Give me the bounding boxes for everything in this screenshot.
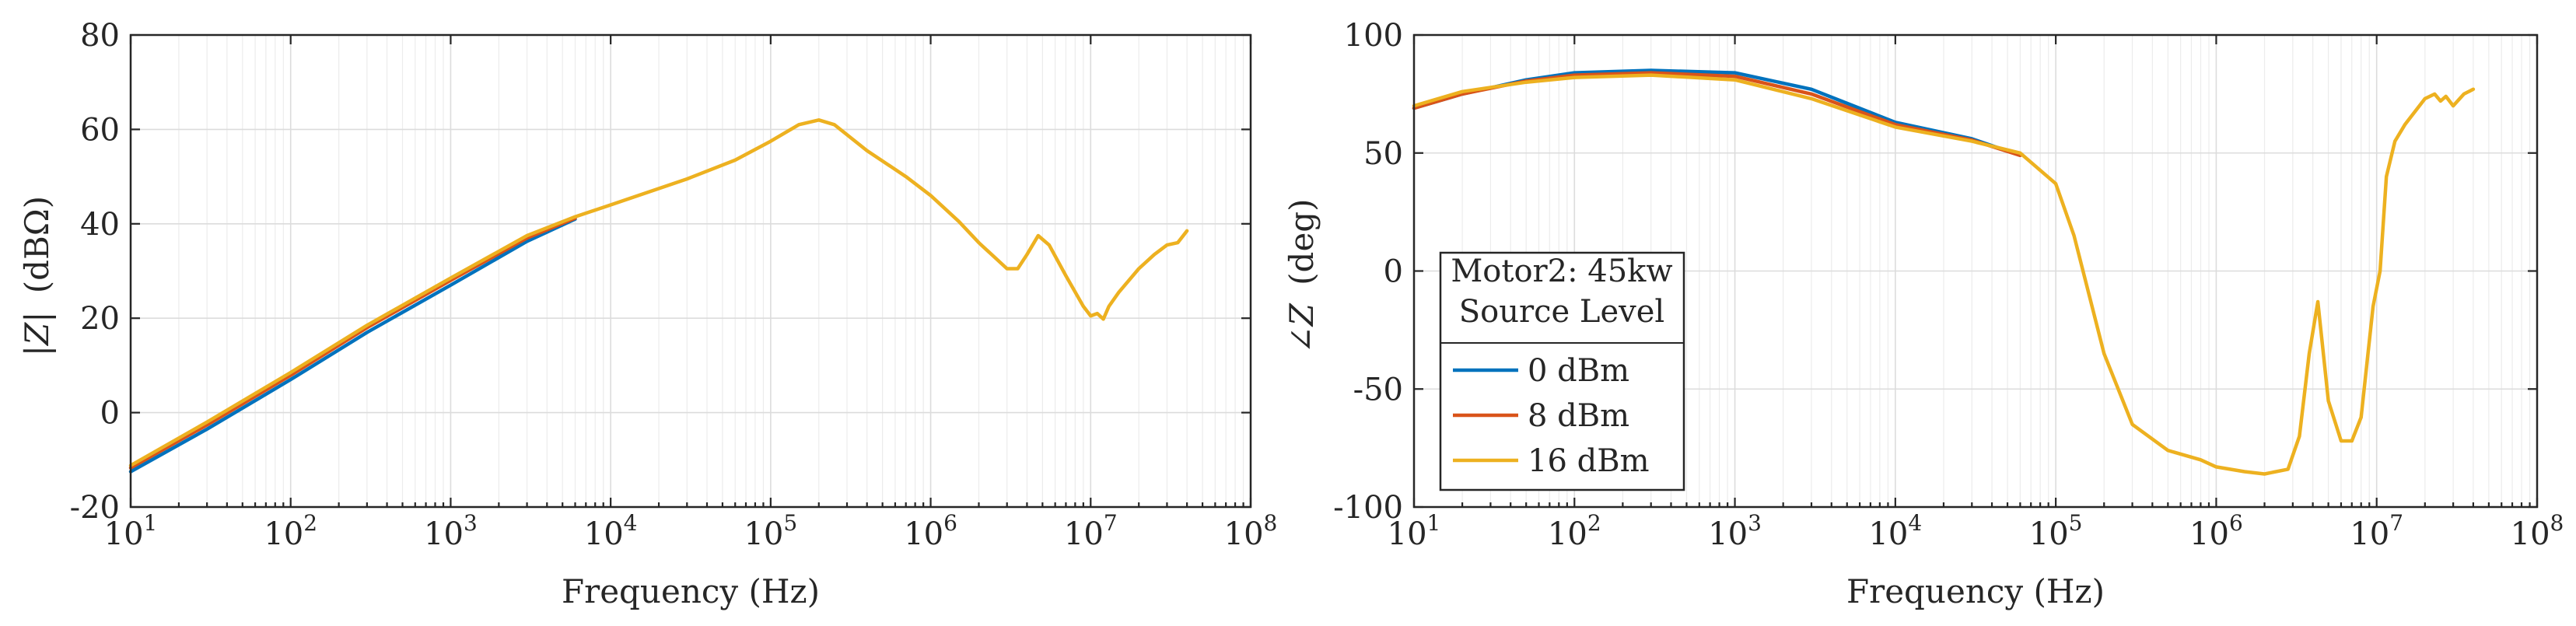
phase-y-tick-label: -100	[1333, 490, 1403, 526]
magnitude-x-tick-label: 104	[584, 510, 638, 552]
magnitude-y-tick-label: -20	[70, 490, 120, 526]
phase-x-tick-label: 105	[2029, 510, 2083, 552]
magnitude-series-line-8dbm	[128, 216, 577, 470]
legend: Motor2: 45kw Source Level 0 dBm 8 dBm 16…	[1439, 251, 1685, 491]
phase-x-tick-exponent: 8	[2550, 510, 2564, 536]
magnitude-x-tick-base: 10	[424, 516, 464, 552]
magnitude-x-tick-label: 105	[744, 510, 797, 552]
magnitude-x-tick-exponent: 8	[1264, 510, 1278, 536]
phase-x-tick-label: 104	[1868, 510, 1922, 552]
magnitude-x-tick-label: 106	[904, 510, 957, 552]
magnitude-x-tick-exponent: 7	[1104, 510, 1118, 536]
magnitude-x-tick-base: 10	[104, 516, 144, 552]
phase-x-tick-label: 107	[2350, 510, 2403, 552]
magnitude-y-axis-unit: (dBΩ)	[18, 196, 56, 293]
magnitude-series	[128, 118, 1189, 474]
magnitude-x-tick-base: 10	[904, 516, 943, 552]
phase-y-tick-label: 50	[1363, 136, 1403, 172]
phase-x-tick-base: 10	[2511, 516, 2550, 552]
phase-x-tick-exponent: 1	[1427, 510, 1441, 536]
legend-title-line1: Motor2: 45kw	[1451, 254, 1672, 289]
magnitude-x-tick-exponent: 3	[464, 510, 478, 536]
phase-x-tick-base: 10	[2350, 516, 2389, 552]
phase-series	[1412, 68, 2476, 476]
magnitude-x-tick-label: 103	[424, 510, 478, 552]
phase-x-tick-label: 106	[2189, 510, 2243, 552]
magnitude-x-tick-label: 107	[1064, 510, 1118, 552]
phase-x-tick-base: 10	[1388, 516, 1427, 552]
magnitude-x-axis-label: Frequency (Hz)	[562, 572, 820, 610]
magnitude-series-line-16dbm	[128, 118, 1189, 467]
phase-x-tick-base: 10	[2189, 516, 2229, 552]
legend-entry-8dbm: 8 dBm	[1453, 398, 1629, 434]
magnitude-x-tick-exponent: 1	[144, 510, 158, 536]
magnitude-x-tick-exponent: 4	[624, 510, 638, 536]
phase-x-tick-label: 101	[1388, 510, 1441, 552]
phase-y-tick-label: -50	[1353, 372, 1403, 407]
magnitude-x-tick-exponent: 6	[943, 510, 957, 536]
phase-x-tick-label: 103	[1708, 510, 1762, 552]
legend-label-0dbm: 0 dBm	[1528, 353, 1629, 389]
legend-entry-16dbm: 16 dBm	[1453, 443, 1650, 479]
phase-y-tick-label: 0	[1384, 254, 1403, 290]
magnitude-axes-frame	[129, 33, 1252, 509]
legend-label-16dbm: 16 dBm	[1528, 443, 1650, 479]
phase-y-axis-symbol: ∠Z	[1283, 303, 1321, 353]
magnitude-x-tick-base: 10	[744, 516, 783, 552]
magnitude-series-line-0dbm	[128, 217, 577, 474]
phase-x-tick-exponent: 5	[2069, 510, 2083, 536]
phase-x-tick-label: 108	[2511, 510, 2564, 552]
phase-y-tick-label: 100	[1344, 18, 1403, 54]
phase-x-tick-exponent: 3	[1748, 510, 1762, 536]
legend-label-8dbm: 8 dBm	[1528, 398, 1629, 434]
magnitude-y-tick-label: 40	[80, 207, 120, 243]
phase-series-line-16dbm	[1412, 73, 2476, 476]
magnitude-plot-area	[131, 35, 1251, 507]
phase-y-axis-label: ∠Z (deg)	[1283, 198, 1321, 353]
phase-x-tick-exponent: 6	[2229, 510, 2243, 536]
phase-x-tick-base: 10	[2029, 516, 2069, 552]
magnitude-x-tick-base: 10	[264, 516, 303, 552]
phase-x-tick-base: 10	[1708, 516, 1748, 552]
magnitude-x-tick-base: 10	[1064, 516, 1104, 552]
magnitude-y-axis-label: |Z| (dBΩ)	[18, 196, 56, 356]
magnitude-x-tick-label: 108	[1224, 510, 1278, 552]
phase-x-tick-exponent: 4	[1908, 510, 1922, 536]
phase-x-tick-label: 102	[1548, 510, 1601, 552]
magnitude-x-tick-label: 102	[264, 510, 317, 552]
magnitude-y-tick-label: 60	[80, 112, 120, 148]
phase-x-tick-base: 10	[1868, 516, 1908, 552]
legend-entry-0dbm: 0 dBm	[1453, 353, 1629, 389]
legend-title-line2: Source Level	[1459, 294, 1664, 330]
magnitude-x-tick-exponent: 2	[303, 510, 317, 536]
magnitude-x-tick-base: 10	[1224, 516, 1264, 552]
magnitude-y-axis-symbol: |Z|	[18, 312, 56, 356]
magnitude-grid	[130, 34, 1251, 508]
phase-x-tick-exponent: 7	[2389, 510, 2403, 536]
magnitude-x-tick-base: 10	[584, 516, 624, 552]
phase-x-tick-base: 10	[1548, 516, 1587, 552]
magnitude-x-tick-label: 101	[104, 510, 158, 552]
phase-x-axis-label: Frequency (Hz)	[1846, 572, 2105, 610]
phase-x-tick-exponent: 2	[1587, 510, 1601, 536]
magnitude-x-tick-exponent: 5	[783, 510, 797, 536]
phase-y-axis-unit: (deg)	[1283, 198, 1321, 285]
magnitude-y-tick-label: 20	[80, 301, 120, 337]
magnitude-y-tick-label: 0	[100, 396, 120, 432]
magnitude-y-tick-label: 80	[80, 18, 120, 54]
